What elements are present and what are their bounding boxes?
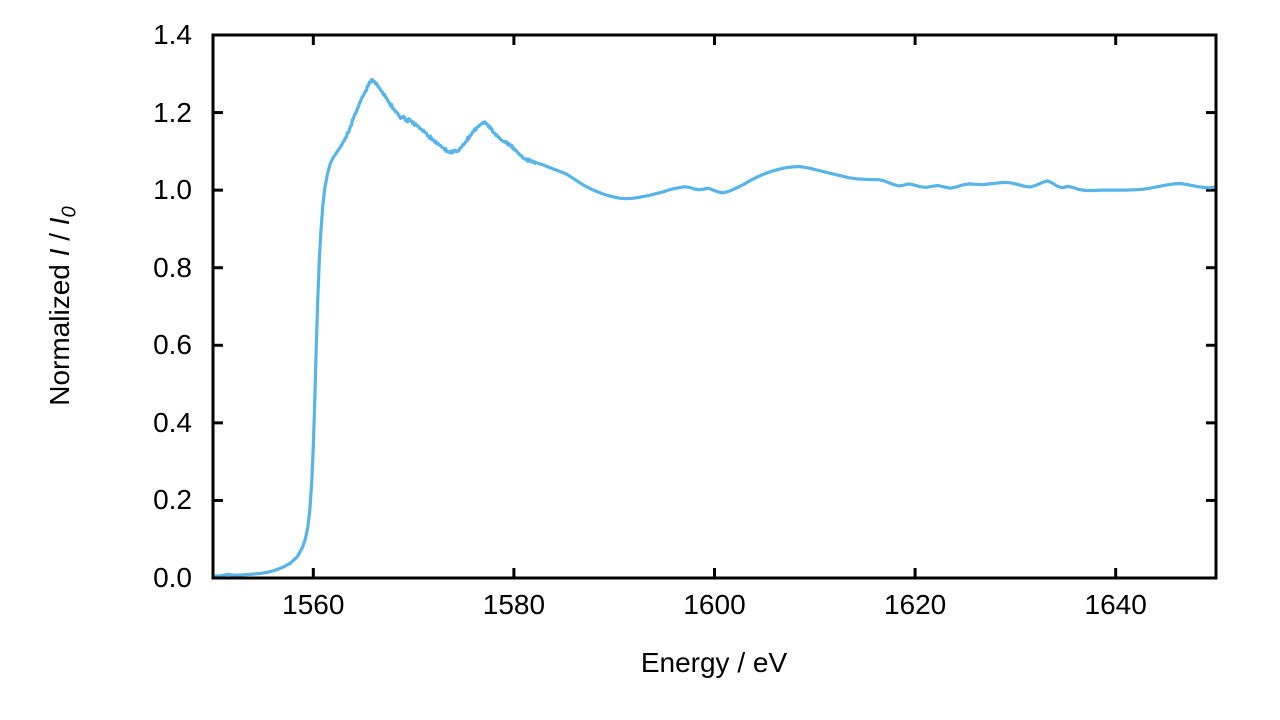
x-tick-label: 1640 — [1084, 589, 1147, 620]
x-tick-label: 1600 — [683, 589, 746, 620]
y-tick-label: 0.8 — [153, 251, 192, 283]
x-tick-label: 1560 — [282, 589, 345, 620]
tick-marks — [213, 33, 1216, 580]
y-tick-label: 1.0 — [153, 174, 192, 206]
y-tick-label: 0.4 — [153, 406, 192, 438]
y-axis-label-separator: / — [44, 225, 75, 249]
x-tick-label: 1580 — [482, 589, 546, 620]
y-tick-label: 0.2 — [153, 484, 192, 516]
y-axis-label-i1: I — [44, 248, 75, 257]
y-axis-label-i2: I — [44, 217, 75, 226]
spectrum-line — [211, 77, 1218, 579]
y-axis-label-prefix: Normalized — [44, 256, 75, 406]
y-tick-label: 0.0 — [153, 562, 192, 593]
y-tick-label: 1.4 — [153, 19, 192, 50]
y-axis-label-subscript: 0 — [58, 206, 81, 218]
plot-border — [211, 33, 1218, 580]
x-tick-label: 1620 — [883, 589, 947, 620]
y-tick-label: 1.2 — [153, 96, 192, 128]
y-tick-label: 0.6 — [153, 329, 192, 361]
y-axis-label: Normalized I / I0 — [44, 206, 81, 406]
x-axis-label: Energy / eV — [640, 647, 788, 678]
